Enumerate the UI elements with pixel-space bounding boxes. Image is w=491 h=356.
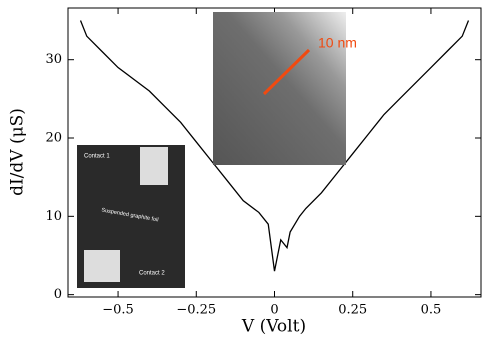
tem-inset: 10 nm (213, 12, 357, 165)
inset-label: Contact 2 (139, 271, 165, 277)
tem-image (213, 12, 346, 165)
x-tick-label: −0.5 (102, 303, 134, 318)
x-axis-label: V (Volt) (241, 317, 306, 337)
x-tick-label: 0.25 (338, 303, 367, 318)
data-line (79, 20, 470, 272)
device-inset: Contact 1 Suspended graphite foil Contac… (77, 145, 185, 288)
y-tick-label: 10 (45, 209, 62, 224)
inset-label: Contact 1 (84, 154, 110, 160)
y-tick-label: 0 (54, 287, 62, 302)
contact-pad (140, 147, 168, 185)
y-axis-label: dI/dV (μS) (8, 108, 28, 196)
contact-pad (84, 250, 120, 282)
x-tick-label: 0.5 (421, 303, 442, 318)
scale-arrow (262, 48, 311, 96)
x-tick-label: −0.25 (176, 303, 216, 318)
y-tick-label: 20 (45, 131, 62, 146)
y-tick-label: 30 (45, 52, 62, 67)
scale-label: 10 nm (318, 35, 357, 51)
x-tick-label: 0 (270, 303, 278, 318)
